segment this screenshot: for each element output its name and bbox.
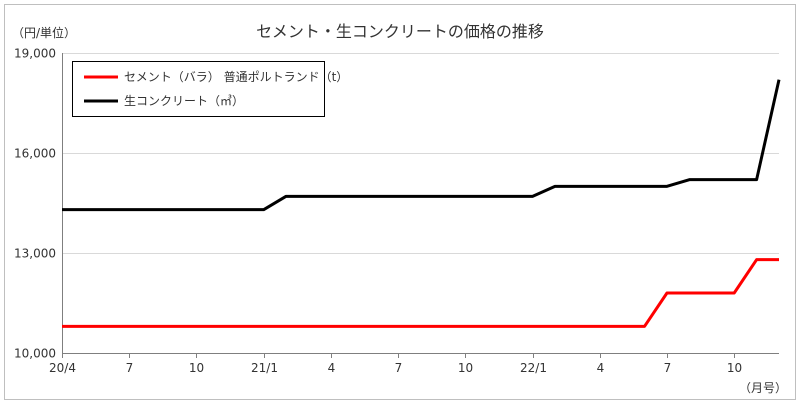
- y-tick-label: 13,000: [14, 247, 56, 261]
- cement-series-line: [62, 258, 779, 328]
- x-tick-label: 7: [126, 361, 134, 375]
- x-tick-label: 20/4: [49, 361, 76, 375]
- ready-mixed-concrete-series-line: [62, 79, 781, 212]
- y-tick-label: 19,000: [14, 47, 56, 61]
- chart-border: [4, 4, 796, 400]
- x-tick-label: 7: [395, 361, 403, 375]
- legend-label-cement: セメント（バラ） 普通ポルトランド（t）: [124, 70, 348, 84]
- series-lines: [62, 79, 781, 328]
- gridlines: [62, 53, 779, 254]
- y-tick-label: 10,000: [14, 347, 56, 361]
- x-tick-label: 7: [664, 361, 672, 375]
- legend: セメント（バラ） 普通ポルトランド（t） 生コンクリート（㎥）: [72, 61, 348, 117]
- axes: 10,000 13,000 16,000 19,000 20/4 7 10 21/1 4 7 10 2…: [14, 47, 779, 375]
- legend-box: [72, 61, 325, 117]
- x-tick-label: 21/1: [251, 361, 278, 375]
- x-tick-label: 22/1: [520, 361, 547, 375]
- y-axis-unit-label: （円/単位）: [12, 25, 76, 40]
- x-tick-label: 10: [458, 361, 473, 375]
- x-tick-label: 10: [727, 361, 742, 375]
- x-tick-label: 4: [597, 361, 605, 375]
- legend-label-ready-mixed-concrete: 生コンクリート（㎥）: [124, 94, 244, 108]
- x-tick-label: 10: [189, 361, 204, 375]
- chart-title: セメント・生コンクリートの価格の推移: [256, 22, 544, 41]
- x-tick-label: 4: [328, 361, 336, 375]
- y-tick-label: 16,000: [14, 147, 56, 161]
- x-axis-unit-label: （月号）: [739, 381, 787, 395]
